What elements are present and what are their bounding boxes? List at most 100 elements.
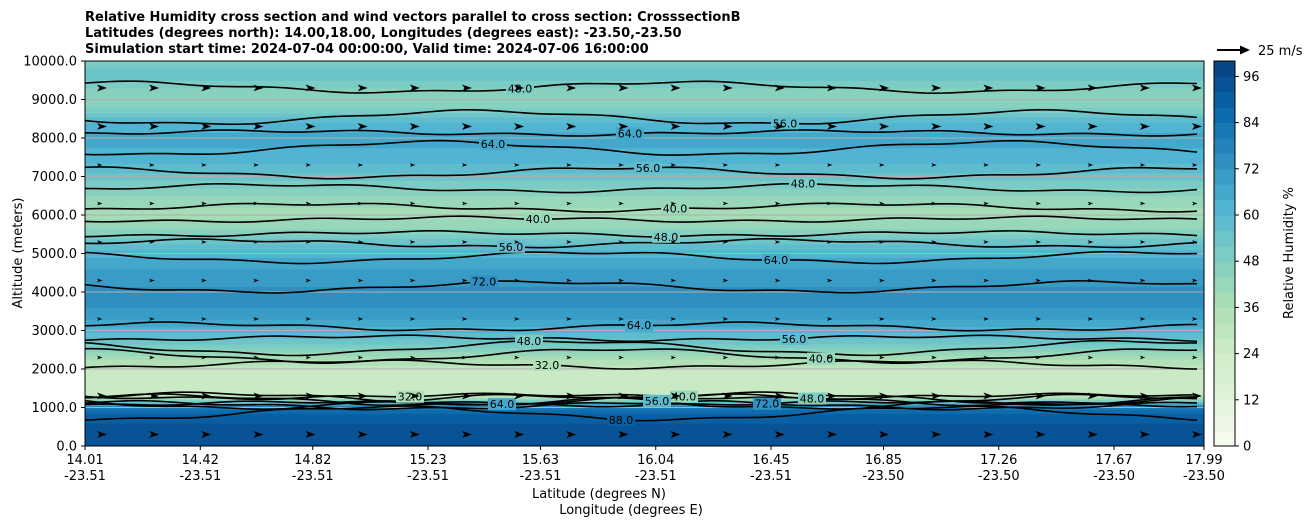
rh-band xyxy=(85,134,1204,137)
rh-band xyxy=(85,349,1204,353)
rh-band xyxy=(85,265,1204,268)
wind-arrow xyxy=(1192,431,1202,438)
wind-arrow xyxy=(1087,392,1098,400)
wind-arrow xyxy=(879,317,885,321)
wind-arrow xyxy=(305,201,312,206)
wind-arrow xyxy=(305,123,316,130)
colorbar-level xyxy=(1214,322,1235,339)
y-tick-label: 4000.0 xyxy=(32,286,78,301)
rh-band xyxy=(85,390,1204,393)
wind-arrow xyxy=(1139,163,1146,167)
rh-band xyxy=(85,430,1204,434)
contour-label-bg xyxy=(753,397,781,410)
x-axis: 14.01-23.5114.42-23.5114.82-23.5115.23-2… xyxy=(64,446,1225,484)
contour-label: 72.0 xyxy=(472,276,497,289)
wind-arrow xyxy=(1192,201,1198,206)
contour-label: 64.0 xyxy=(618,128,643,141)
y-axis: 0.0 1000.0 2000.0 3000.0 4000.0 5000.0 6000.0 7… xyxy=(23,55,85,455)
rh-band xyxy=(85,288,1204,291)
rh-band xyxy=(85,245,1204,249)
wind-arrow xyxy=(253,201,259,206)
rh-band xyxy=(85,97,1204,101)
contour-label: 64.0 xyxy=(490,398,515,411)
wind-arrow xyxy=(305,392,316,400)
rh-band xyxy=(85,180,1204,183)
x-tick-label-lat: 16.45 xyxy=(752,453,789,468)
wind-arrow xyxy=(305,240,312,244)
rh-band xyxy=(85,80,1204,83)
wind-arrow xyxy=(1192,240,1198,244)
contour-line xyxy=(85,280,1197,294)
contour-line xyxy=(85,108,1198,126)
rh-band xyxy=(85,343,1204,347)
rh-band xyxy=(85,290,1204,293)
wind-arrow xyxy=(1139,201,1146,206)
rh-band xyxy=(85,203,1204,206)
wind-arrow xyxy=(1192,355,1198,360)
colorbar-tick-label: 0 xyxy=(1243,440,1251,455)
x-axis-label-lon: Longitude (degrees E) xyxy=(559,503,703,518)
rh-band xyxy=(85,112,1204,116)
rh-band xyxy=(85,428,1204,432)
contour-label-bg xyxy=(634,161,662,174)
wind-arrow xyxy=(670,278,677,283)
rh-band xyxy=(85,386,1204,389)
wind-arrow xyxy=(1035,355,1042,360)
colorbar-tick-label: 60 xyxy=(1243,209,1260,224)
contour-label-bg xyxy=(497,240,525,253)
rh-band xyxy=(85,270,1204,274)
wind-arrow xyxy=(670,123,681,130)
wind-arrow xyxy=(827,431,837,438)
contour-label-bg xyxy=(789,177,817,190)
contour-label-bg xyxy=(670,390,698,403)
contour-label: 56.0 xyxy=(499,241,524,254)
x-tick-label-lon: -23.51 xyxy=(179,469,221,484)
rh-band xyxy=(85,378,1204,382)
rh-band xyxy=(85,301,1204,305)
wind-arrow xyxy=(97,201,103,206)
rh-band xyxy=(85,415,1204,418)
contour-label: 72.0 xyxy=(755,398,780,411)
wind-arrow xyxy=(1087,317,1094,321)
rh-band xyxy=(85,438,1204,441)
contour-label: 56.0 xyxy=(645,395,670,408)
rh-band xyxy=(85,141,1204,145)
wind-arrow xyxy=(462,355,468,360)
rh-band xyxy=(85,197,1204,201)
contour-label: 64.0 xyxy=(764,254,789,267)
rh-band xyxy=(85,159,1204,162)
rh-band xyxy=(85,253,1204,257)
wind-arrow xyxy=(931,240,937,244)
wind-arrow xyxy=(1139,240,1146,244)
wind-arrow xyxy=(97,355,103,360)
rh-band xyxy=(85,313,1204,316)
contour-line xyxy=(85,392,1198,401)
wind-arrow xyxy=(514,278,520,283)
wind-arrow xyxy=(983,392,994,400)
wind-arrow xyxy=(253,355,259,360)
wind-arrow xyxy=(566,123,577,130)
rh-band xyxy=(85,193,1204,197)
rh-band xyxy=(85,86,1204,89)
wind-arrow xyxy=(827,240,833,244)
rh-band xyxy=(85,157,1204,160)
wind-arrow xyxy=(514,123,525,130)
rh-band xyxy=(85,330,1204,334)
colorbar-level xyxy=(1214,184,1235,201)
rh-band xyxy=(85,224,1204,228)
rh-band xyxy=(85,220,1204,224)
wind-arrow xyxy=(1087,431,1098,438)
rh-band xyxy=(85,124,1204,128)
colorbar-level xyxy=(1214,353,1235,370)
rh-band xyxy=(85,359,1204,362)
wind-arrow xyxy=(201,355,207,360)
rh-band xyxy=(85,263,1204,266)
rh-band xyxy=(85,226,1204,230)
contour-labels: 32.0 32.0 40.0 40.0 40.0 40.0 48.0 48.0 48.0 48.0… xyxy=(396,82,835,427)
wind-arrow xyxy=(774,317,781,321)
wind-arrow xyxy=(409,317,416,321)
rh-band xyxy=(85,99,1204,103)
contour-label: 48.0 xyxy=(791,178,816,191)
wind-arrow xyxy=(1087,201,1094,206)
wind-arrow xyxy=(983,201,989,206)
